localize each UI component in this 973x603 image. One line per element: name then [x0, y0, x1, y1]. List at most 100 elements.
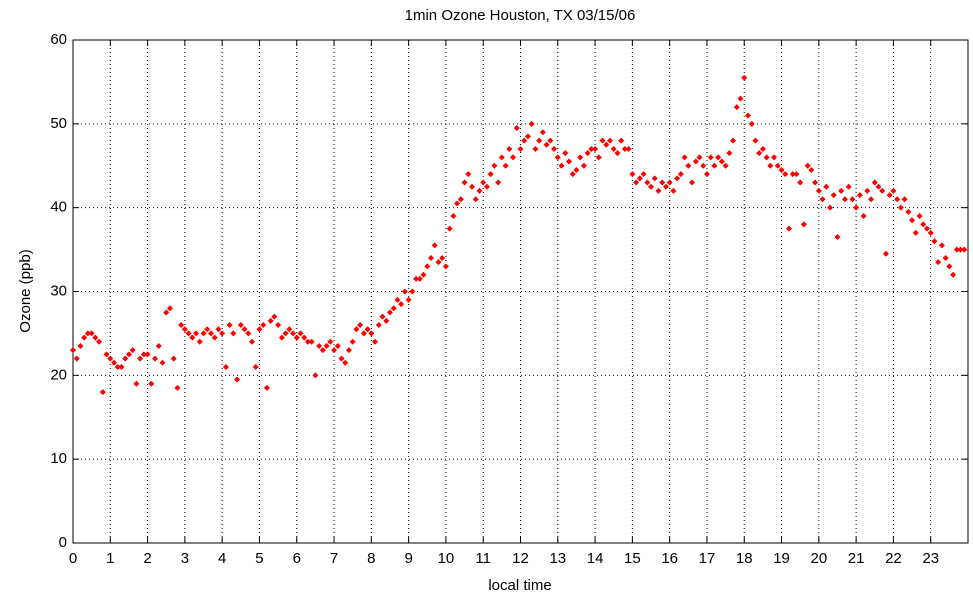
point — [491, 162, 498, 169]
point — [271, 313, 278, 320]
point — [502, 162, 509, 169]
point — [592, 145, 599, 152]
point — [81, 334, 88, 341]
point — [409, 288, 416, 295]
point — [405, 296, 412, 303]
point — [125, 351, 132, 358]
point — [319, 347, 326, 354]
point — [487, 171, 494, 178]
point — [159, 359, 166, 366]
y-tick-label: 60 — [50, 31, 67, 48]
point — [793, 171, 800, 178]
point — [778, 166, 785, 173]
point — [644, 179, 651, 186]
x-tick-label: 2 — [143, 550, 151, 567]
point — [752, 137, 759, 144]
point — [834, 234, 841, 241]
point — [703, 171, 710, 178]
point — [222, 363, 229, 370]
point — [894, 196, 901, 203]
y-tick-label: 0 — [59, 534, 67, 551]
point — [625, 145, 632, 152]
point — [860, 213, 867, 220]
point — [465, 171, 472, 178]
x-tick-label: 1 — [106, 550, 114, 567]
point — [521, 137, 528, 144]
point — [181, 326, 188, 333]
point — [674, 175, 681, 182]
x-tick-label: 12 — [512, 550, 529, 567]
point — [282, 330, 289, 337]
point — [163, 309, 170, 316]
point — [603, 141, 610, 148]
point — [111, 359, 118, 366]
point — [741, 74, 748, 81]
point — [446, 225, 453, 232]
point — [293, 334, 300, 341]
point — [577, 154, 584, 161]
point — [610, 145, 617, 152]
point — [715, 154, 722, 161]
point — [573, 166, 580, 173]
point — [875, 183, 882, 190]
point — [726, 150, 733, 157]
point — [938, 242, 945, 249]
point — [756, 150, 763, 157]
point — [241, 326, 248, 333]
point — [532, 145, 539, 152]
point — [353, 326, 360, 333]
point — [692, 158, 699, 165]
point — [517, 145, 524, 152]
point — [215, 326, 222, 333]
point — [744, 112, 751, 119]
point — [383, 317, 390, 324]
point — [454, 200, 461, 207]
point — [595, 154, 602, 161]
point — [838, 187, 845, 194]
point — [830, 192, 837, 199]
point — [103, 351, 110, 358]
x-tick-label: 11 — [475, 550, 491, 567]
point — [599, 137, 606, 144]
point — [562, 150, 569, 157]
point — [345, 347, 352, 354]
point — [334, 342, 341, 349]
point — [260, 322, 267, 329]
point — [207, 330, 214, 337]
point — [129, 347, 136, 354]
point — [428, 254, 434, 261]
point — [950, 271, 957, 278]
point — [174, 384, 181, 391]
point — [640, 171, 647, 178]
point — [636, 175, 643, 182]
point — [536, 137, 543, 144]
point — [461, 179, 468, 186]
point — [73, 355, 80, 362]
point — [879, 187, 886, 194]
plot-frame — [72, 39, 969, 544]
point — [357, 322, 364, 329]
x-tick-label: 10 — [438, 550, 455, 567]
point — [551, 145, 558, 152]
point — [513, 125, 520, 132]
point — [767, 162, 774, 169]
point — [815, 187, 822, 194]
point — [390, 305, 397, 312]
point — [495, 179, 502, 186]
point — [88, 330, 95, 337]
point — [364, 326, 371, 333]
point — [245, 330, 252, 337]
point — [118, 363, 125, 370]
x-tick-label: 19 — [773, 550, 790, 567]
point — [897, 204, 904, 211]
point — [424, 263, 431, 270]
point — [401, 288, 408, 295]
point — [528, 120, 535, 127]
point — [927, 229, 934, 236]
point — [304, 338, 311, 345]
point — [469, 183, 476, 190]
point — [483, 183, 490, 190]
point — [886, 192, 893, 199]
point — [748, 120, 755, 127]
point — [178, 322, 185, 329]
